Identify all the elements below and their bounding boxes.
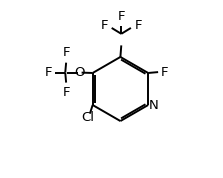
- Text: F: F: [118, 10, 125, 23]
- Text: Cl: Cl: [82, 111, 95, 124]
- Text: N: N: [149, 99, 158, 112]
- Text: F: F: [161, 66, 168, 79]
- Text: O: O: [74, 66, 85, 79]
- Text: F: F: [62, 46, 70, 59]
- Text: F: F: [134, 19, 142, 32]
- Text: F: F: [62, 86, 70, 99]
- Text: F: F: [44, 66, 52, 79]
- Text: F: F: [101, 19, 108, 32]
